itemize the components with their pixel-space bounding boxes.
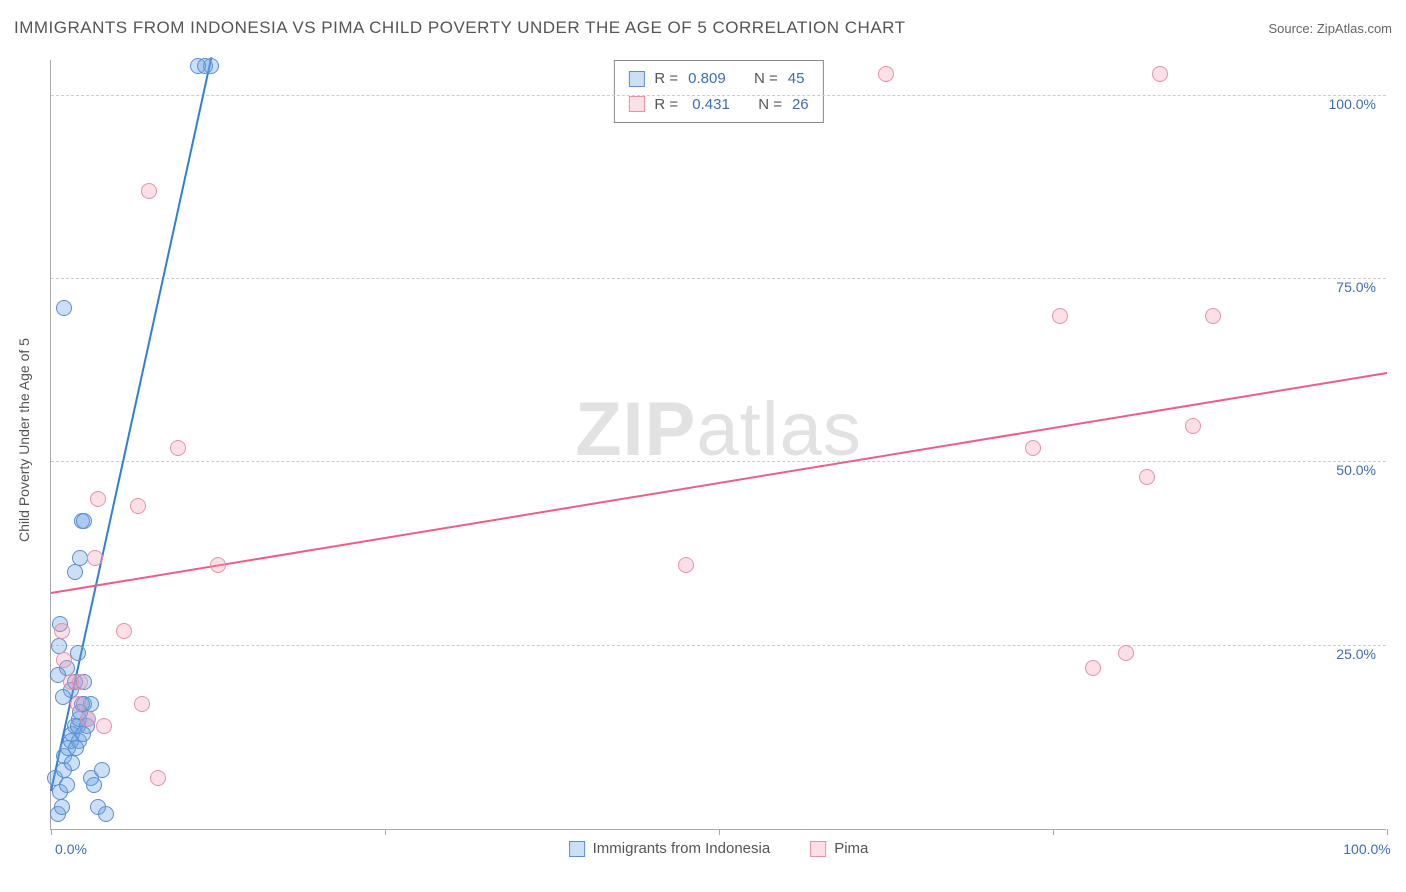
y-tick-label: 75.0% [1336,279,1376,295]
legend-item-1: Pima [810,840,868,857]
x-tick [1387,829,1388,835]
legend-swatch-icon [569,841,585,857]
scatter-marker [94,762,110,778]
x-tick [51,829,52,835]
gridline-horizontal [51,461,1386,462]
scatter-marker [86,777,102,793]
gridline-horizontal [51,278,1386,279]
scatter-marker [134,696,150,712]
scatter-marker [210,557,226,573]
y-axis-label: Child Poverty Under the Age of 5 [16,338,32,542]
scatter-marker [70,696,86,712]
legend-row-series-0: R = 0.809 N = 45 [628,66,808,92]
x-tick [719,829,720,835]
legend-swatch-icon [810,841,826,857]
scatter-marker [76,513,92,529]
scatter-marker [72,674,88,690]
scatter-marker [80,711,96,727]
scatter-marker [56,300,72,316]
legend-label: Immigrants from Indonesia [593,840,771,857]
legend-swatch-0 [628,71,644,87]
watermark: ZIPatlas [575,385,862,472]
scatter-marker [116,623,132,639]
scatter-marker [59,777,75,793]
x-tick-label: 0.0% [55,841,87,857]
scatter-marker [141,183,157,199]
scatter-marker [1152,66,1168,82]
x-tick [1053,829,1054,835]
x-tick-label: 100.0% [1343,841,1390,857]
scatter-marker [678,557,694,573]
source-attribution: Source: ZipAtlas.com [1268,21,1392,36]
series-legend: Immigrants from Indonesia Pima [569,840,869,857]
scatter-marker [67,564,83,580]
y-tick-label: 50.0% [1336,462,1376,478]
chart-title: IMMIGRANTS FROM INDONESIA VS PIMA CHILD … [14,18,906,38]
scatter-marker [75,726,91,742]
scatter-marker [87,550,103,566]
scatter-marker [90,491,106,507]
scatter-marker [150,770,166,786]
scatter-marker [51,638,67,654]
scatter-marker [1118,645,1134,661]
scatter-marker [170,440,186,456]
scatter-marker [197,58,213,74]
y-tick-label: 25.0% [1336,646,1376,662]
scatter-marker [54,623,70,639]
scatter-marker [1025,440,1041,456]
scatter-marker [55,689,71,705]
correlation-legend: R = 0.809 N = 45 R = 0.431 N = 26 [613,60,823,123]
scatter-marker [64,755,80,771]
gridline-horizontal [51,645,1386,646]
scatter-marker [96,718,112,734]
legend-item-0: Immigrants from Indonesia [569,840,771,857]
scatter-marker [54,799,70,815]
legend-swatch-1 [628,96,644,112]
scatter-marker [72,550,88,566]
scatter-marker [98,806,114,822]
scatter-marker [130,498,146,514]
scatter-marker [1205,308,1221,324]
scatter-marker [1085,660,1101,676]
scatter-marker [56,652,72,668]
x-tick [385,829,386,835]
y-tick-label: 100.0% [1329,96,1376,112]
scatter-marker [1185,418,1201,434]
scatter-plot-area: ZIPatlas R = 0.809 N = 45 R = 0.431 N = … [50,60,1386,830]
gridline-horizontal [51,95,1386,96]
scatter-marker [68,740,84,756]
scatter-marker [1139,469,1155,485]
scatter-marker [878,66,894,82]
scatter-marker [1052,308,1068,324]
legend-label: Pima [834,840,868,857]
regression-line [51,372,1387,594]
